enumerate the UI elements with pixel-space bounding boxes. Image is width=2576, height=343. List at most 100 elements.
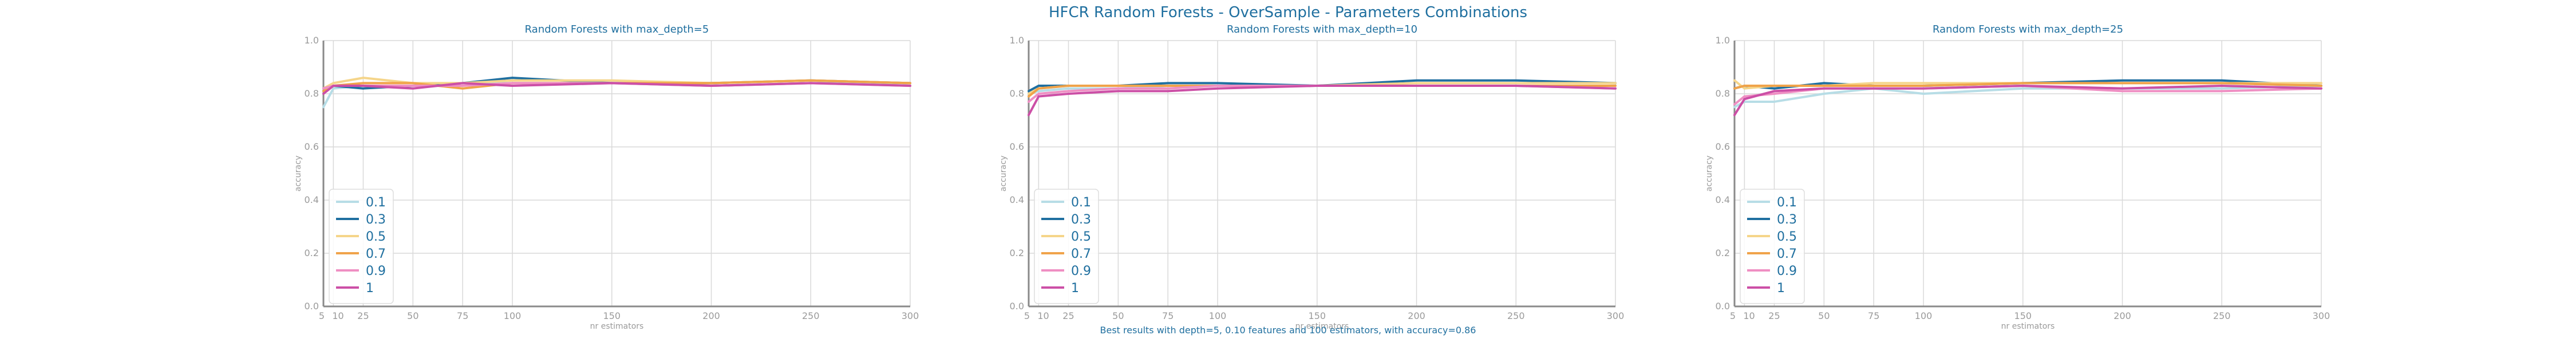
data-point (322, 90, 325, 92)
y-tick-label: 0.6 (1010, 141, 1024, 152)
legend-label: 0.9 (366, 264, 386, 278)
y-tick-label: 1.0 (1010, 35, 1024, 46)
data-point (1416, 82, 1418, 84)
series-line (1028, 79, 1617, 93)
y-tick-label: 0.6 (1716, 141, 1730, 152)
legend-label: 0.9 (1071, 264, 1091, 278)
x-tick-label: 5 (319, 310, 325, 321)
x-tick-label: 150 (603, 310, 621, 321)
y-tick-label: 1.0 (1716, 35, 1730, 46)
data-point (1733, 87, 1736, 90)
data-point (1167, 85, 1169, 87)
x-tick-label: 50 (1112, 310, 1124, 321)
series-line (322, 79, 911, 93)
data-point (362, 82, 364, 84)
x-axis-label: nr estimators (590, 322, 644, 331)
chart-panel-3: Random Forests with max_depth=25 0.0 0.2 0.… (1705, 23, 2330, 331)
data-point (1614, 82, 1617, 84)
series-0-7 (1733, 82, 2322, 90)
data-point (1823, 85, 1825, 87)
legend-label: 1 (1071, 281, 1079, 296)
data-point (1028, 93, 1030, 95)
legend-label: 0.7 (1071, 247, 1091, 261)
data-point (710, 82, 713, 84)
x-tick-label: 150 (1309, 310, 1326, 321)
data-point (1515, 82, 1517, 84)
data-point (2022, 87, 2024, 90)
data-point (322, 93, 325, 95)
data-point (1167, 90, 1169, 92)
x-tick-label: 250 (802, 310, 820, 321)
x-tick-label: 10 (332, 310, 343, 321)
data-point (1872, 87, 1875, 90)
chart-title: Random Forests with max_depth=5 (525, 23, 709, 35)
data-point (1733, 106, 1736, 108)
data-point (332, 87, 334, 90)
chart-panel-2: Random Forests with max_depth=10 0.0 0.2 0.… (999, 23, 1624, 331)
data-point (1773, 87, 1775, 90)
x-tick-label: 5 (1730, 310, 1736, 321)
chart-panel-1: Random Forests with max_depth=5 0.0 0.2 0.4… (294, 23, 919, 331)
y-tick-label: 0.0 (1716, 301, 1730, 312)
data-point (1922, 85, 1925, 87)
data-point (1773, 93, 1775, 95)
data-point (1773, 90, 1775, 92)
data-point (1823, 82, 1825, 84)
data-point (1037, 85, 1040, 87)
y-tick-label: 0.8 (1716, 88, 1730, 99)
best-result-note: Best results with depth=5, 0.10 features… (1100, 325, 1476, 336)
data-point (362, 87, 364, 90)
data-point (1067, 93, 1069, 95)
legend-label: 0.5 (1071, 230, 1091, 244)
data-point (1117, 90, 1119, 92)
y-tick-label: 0.4 (1716, 194, 1730, 205)
x-tick-label: 25 (1062, 310, 1074, 321)
data-point (1067, 85, 1069, 87)
data-point (1117, 85, 1119, 87)
data-point (1515, 85, 1517, 87)
legend-label: 0.3 (1777, 213, 1797, 227)
data-point (1922, 82, 1925, 84)
data-point (2022, 85, 2024, 87)
series-1 (1028, 85, 1617, 117)
data-point (809, 82, 812, 84)
data-point (1037, 93, 1040, 95)
figure-title: HFCR Random Forests - OverSample - Param… (1049, 4, 1527, 21)
data-point (2121, 87, 2124, 90)
x-axis-label: nr estimators (2001, 322, 2055, 331)
x-tick-label: 75 (457, 310, 468, 321)
data-point (2121, 82, 2124, 84)
data-point (611, 82, 613, 84)
data-point (1067, 87, 1069, 90)
data-point (1167, 87, 1169, 90)
x-tick-label: 50 (407, 310, 418, 321)
data-point (511, 85, 513, 87)
legend-label: 0.7 (1777, 247, 1797, 261)
x-tick-label: 100 (1209, 310, 1227, 321)
x-tick-label: 200 (702, 310, 720, 321)
data-point (461, 87, 464, 90)
data-point (1316, 85, 1318, 87)
legend-label: 1 (1777, 281, 1785, 296)
legend-label: 0.1 (366, 196, 386, 210)
data-point (322, 87, 325, 90)
data-point (1743, 85, 1745, 87)
data-point (1028, 114, 1030, 116)
data-point (1743, 95, 1745, 98)
data-point (1743, 98, 1745, 100)
x-tick-label: 5 (1024, 310, 1030, 321)
data-point (362, 77, 364, 79)
data-point (362, 85, 364, 87)
y-tick-label: 0.4 (305, 194, 319, 205)
x-tick-label: 10 (1743, 310, 1755, 321)
data-point (461, 82, 464, 84)
chart-panels: Random Forests with max_depth=5 0.0 0.2 0.4… (294, 23, 2330, 331)
x-tick-label: 200 (2113, 310, 2131, 321)
legend-label: 0.1 (1071, 196, 1091, 210)
data-point (1872, 82, 1875, 84)
data-point (322, 106, 325, 108)
y-tick-label: 0.2 (1716, 248, 1730, 258)
y-tick-label: 0.0 (305, 301, 319, 312)
data-point (1743, 87, 1745, 90)
